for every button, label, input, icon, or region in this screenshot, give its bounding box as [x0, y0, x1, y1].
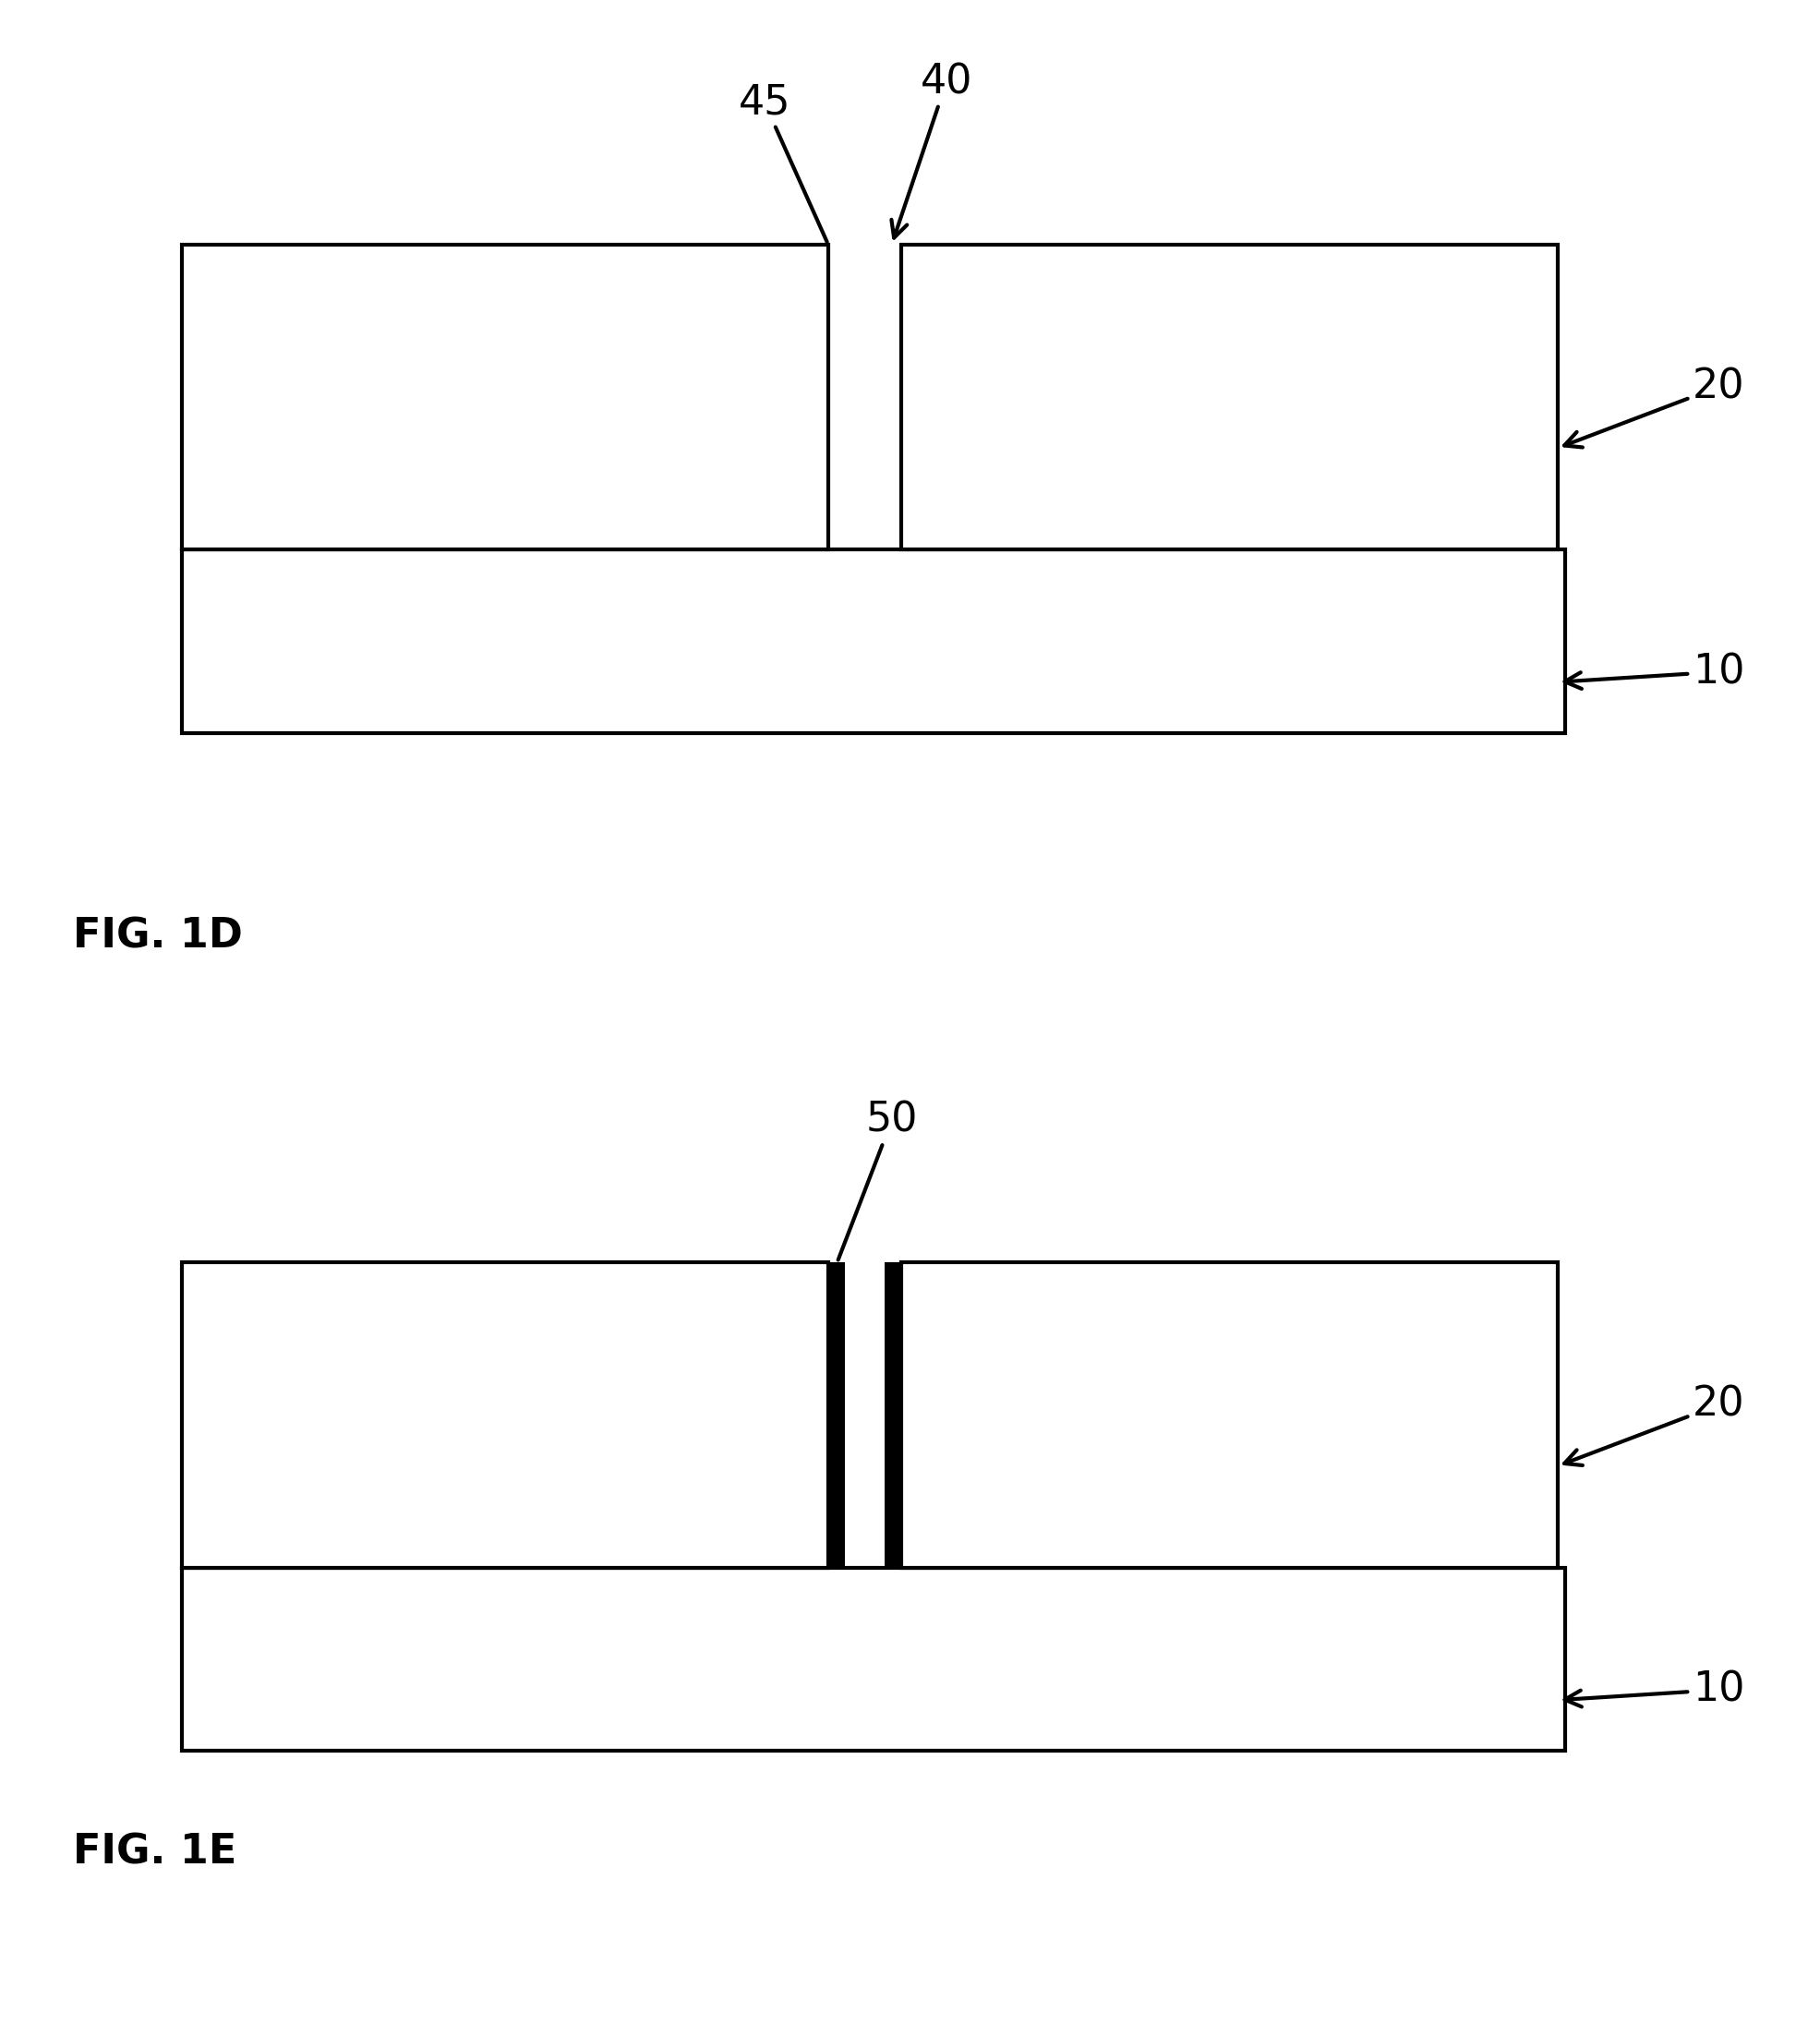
Bar [182, 1568, 1565, 1751]
Text: FIG. 1E: FIG. 1E [73, 1832, 237, 1873]
Text: 10: 10 [1565, 652, 1745, 692]
Text: 50: 50 [839, 1099, 917, 1260]
Text: FIG. 1D: FIG. 1D [73, 916, 242, 957]
Text: 20: 20 [1565, 1384, 1745, 1466]
Bar [901, 244, 1558, 550]
Bar [828, 1262, 844, 1568]
Text: 45: 45 [739, 81, 826, 242]
Bar [182, 1262, 828, 1568]
Bar [885, 1262, 901, 1568]
Bar [901, 1262, 1558, 1568]
Text: 10: 10 [1565, 1670, 1745, 1710]
Bar [182, 550, 1565, 733]
Text: 20: 20 [1565, 366, 1745, 448]
Bar [182, 244, 828, 550]
Text: 40: 40 [892, 61, 972, 238]
